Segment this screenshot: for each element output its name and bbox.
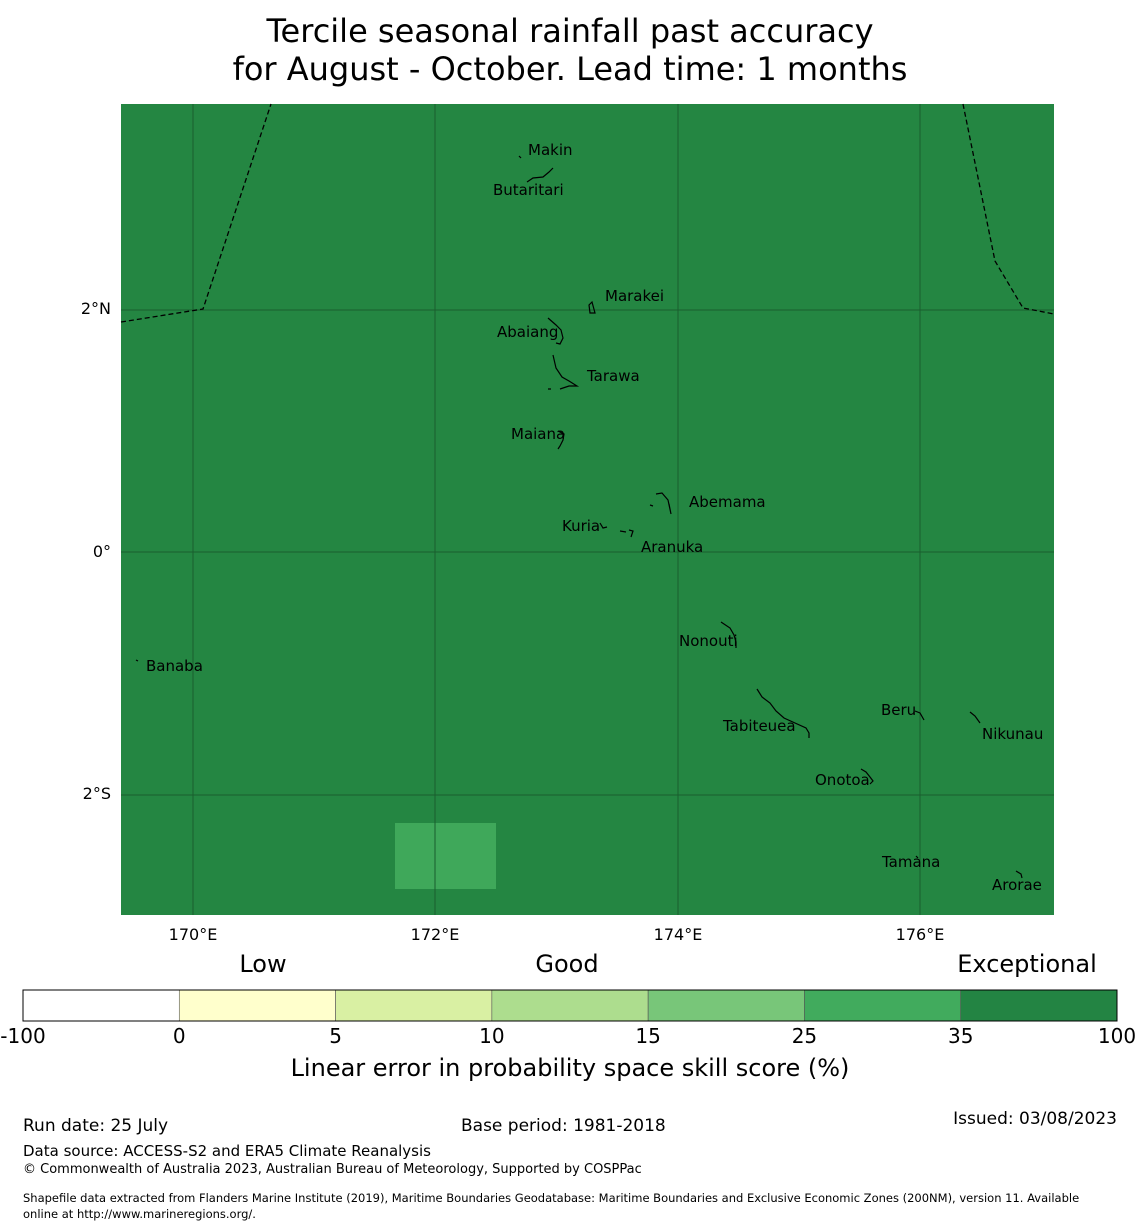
colorbar-segment-3 xyxy=(491,989,649,1022)
island-shape-tarawa xyxy=(548,354,580,390)
lat-label-0: 0° xyxy=(92,542,111,561)
island-shape-tabiteuea xyxy=(756,688,810,738)
island-label-nonouti: Nonouti xyxy=(679,632,738,650)
copyright: © Commonwealth of Australia 2023, Austra… xyxy=(23,1162,642,1177)
island-shape-nikunau xyxy=(969,711,981,724)
island-shape-banaba xyxy=(135,659,139,662)
colorbar-tick-0: -100 xyxy=(0,1024,46,1048)
island-shape-maiana xyxy=(557,430,565,450)
data-source: Data source: ACCESS-S2 and ERA5 Climate … xyxy=(23,1142,431,1160)
colorbar-category-low: Low xyxy=(239,950,287,978)
lon-label-170e: 170°E xyxy=(168,925,218,944)
island-label-marakei: Marakei xyxy=(605,287,665,305)
colorbar-tick-5: 25 xyxy=(791,1024,818,1048)
colorbar-segment-0 xyxy=(22,989,180,1022)
island-shape-arorae xyxy=(1015,870,1023,879)
island-label-maiana: Maiana xyxy=(511,425,566,443)
island-label-abemama: Abemama xyxy=(689,493,766,511)
shapefile-credit-line-1: Shapefile data extracted from Flanders M… xyxy=(23,1191,1080,1205)
island-shape-nonouti xyxy=(720,621,737,648)
colorbar-border xyxy=(22,989,1118,1022)
colorbar xyxy=(22,989,1118,1022)
island-label-butaritari: Butaritari xyxy=(493,181,564,199)
colorbar-segment-2 xyxy=(335,989,493,1022)
colorbar-label: Linear error in probability space skill … xyxy=(290,1054,850,1082)
colorbar-category-exceptional: Exceptional xyxy=(957,950,1097,978)
colorbar-tick-3: 10 xyxy=(479,1024,505,1048)
run-date: Run date: 25 July xyxy=(23,1116,169,1136)
island-shape-onotoa xyxy=(860,768,874,785)
colorbar-tick-7: 100 xyxy=(1097,1024,1137,1048)
island-label-nikunau: Nikunau xyxy=(982,725,1044,743)
island-label-tarawa: Tarawa xyxy=(587,367,640,385)
skill-patch xyxy=(395,823,496,889)
colorbar-segment-1 xyxy=(178,989,336,1022)
map-title-line-2: for August - October. Lead time: 1 month… xyxy=(232,50,908,88)
island-shape-beru xyxy=(914,710,925,721)
island-label-beru: Beru xyxy=(881,701,917,719)
lon-label-176e: 176°E xyxy=(895,925,945,944)
eez-boundary-east xyxy=(962,103,1055,315)
map-figure xyxy=(22,103,1118,1022)
base-period: Base period: 1981-2018 xyxy=(461,1116,666,1136)
island-label-kuria: Kuria xyxy=(562,517,601,535)
colorbar-segment-6 xyxy=(960,989,1118,1022)
colorbar-tick-6: 35 xyxy=(947,1024,974,1048)
lat-label-2n: 2°N xyxy=(80,299,111,318)
island-label-aranuka: Aranuka xyxy=(641,538,704,556)
island-label-abaiang: Abaiang xyxy=(497,323,559,341)
colorbar-category-good: Good xyxy=(535,950,599,978)
map-background xyxy=(121,104,1054,915)
island-shape-kuria xyxy=(599,522,608,529)
island-shape-aranuka xyxy=(619,529,634,538)
colorbar-tick-2: 5 xyxy=(329,1024,342,1048)
shapefile-credit-line-2: online at http://www.marineregions.org/. xyxy=(23,1207,256,1221)
island-shape-abaiang xyxy=(547,317,564,345)
island-shape-butaritari xyxy=(526,167,554,183)
island-shape-abemama xyxy=(649,492,672,515)
colorbar-tick-4: 15 xyxy=(635,1024,661,1048)
map-title-line-1: Tercile seasonal rainfall past accuracy xyxy=(266,12,874,50)
island-outlines xyxy=(135,155,1023,879)
island-shape-makin xyxy=(518,155,522,159)
eez-boundary-west xyxy=(120,103,272,323)
island-label-makin: Makin xyxy=(528,141,573,159)
issued-date: Issued: 03/08/2023 xyxy=(953,1109,1117,1129)
colorbar-segment-4 xyxy=(647,989,805,1022)
island-label-tamana: Tamana xyxy=(882,853,941,871)
colorbar-tick-1: 0 xyxy=(172,1024,186,1048)
island-shape-marakei xyxy=(588,300,596,314)
island-label-onotoa: Onotoa xyxy=(815,771,870,789)
island-label-banaba: Banaba xyxy=(146,657,203,675)
lon-label-174e: 174°E xyxy=(653,925,703,944)
lat-label-2s: 2°S xyxy=(82,784,111,803)
colorbar-segment-5 xyxy=(804,989,962,1022)
island-shape-tamana xyxy=(915,855,919,859)
lon-label-172e: 172°E xyxy=(410,925,460,944)
island-label-tabiteuea: Tabiteuea xyxy=(723,717,796,735)
map-gridlines xyxy=(121,104,1054,915)
island-label-arorae: Arorae xyxy=(992,876,1042,894)
